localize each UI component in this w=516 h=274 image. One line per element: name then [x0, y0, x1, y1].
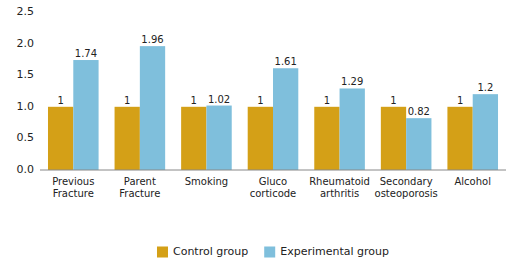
chart: 0.0 0.5 1.0 1.5 2.0 2.5 1 1 1 1 1 1 1 1.74 1.96 1.02 1.6…: [0, 0, 516, 274]
x-tick-label-line: Smoking: [185, 176, 228, 187]
x-tick-label: Secondaryosteoporosis: [375, 176, 438, 199]
x-tick-label-line: Previous: [52, 176, 94, 187]
x-tick-label-line: corticode: [250, 188, 297, 199]
bar: [248, 107, 273, 170]
bar: [381, 107, 406, 170]
x-tick-label-line: Alcohol: [454, 176, 490, 187]
data-label: 1.29: [341, 76, 363, 87]
bar: [206, 106, 231, 170]
bar: [48, 107, 73, 170]
bar: [115, 107, 140, 170]
x-tick-label: Glucocorticode: [250, 176, 297, 199]
y-axis: 0.0 0.5 1.0 1.5 2.0 2.5: [17, 5, 35, 176]
data-label: 1: [390, 95, 396, 106]
bar: [314, 107, 339, 170]
bars: [48, 46, 498, 170]
data-label: 1: [124, 95, 130, 106]
x-tick-label-line: arthritis: [320, 188, 359, 199]
data-label: 1.74: [75, 48, 97, 59]
legend-label: Control group: [173, 245, 248, 258]
legend-item: Experimental group: [264, 245, 389, 258]
x-tick-label: Smoking: [185, 176, 228, 187]
data-label: 1: [324, 95, 330, 106]
bar: [140, 46, 165, 170]
data-labels: 1 1 1 1 1 1 1 1.74 1.96 1.02 1.61 1.29 0.82 1.2: [57, 34, 493, 117]
x-tick-label: ParentFracture: [119, 176, 160, 199]
bar: [181, 107, 206, 170]
x-axis: PreviousFractureParentFractureSmokingGlu…: [40, 170, 506, 199]
bar: [406, 118, 431, 170]
y-tick-label: 2.5: [17, 5, 35, 18]
chart-container: 0.0 0.5 1.0 1.5 2.0 2.5 1 1 1 1 1 1 1 1.74 1.96 1.02 1.6…: [0, 0, 516, 274]
legend-swatch: [157, 247, 168, 258]
legend-label: Experimental group: [280, 245, 389, 258]
x-tick-label-line: Rheumatoid: [309, 176, 370, 187]
x-tick-label: Alcohol: [454, 176, 490, 187]
x-axis-line: [40, 170, 506, 171]
data-label: 0.82: [408, 106, 430, 117]
data-label: 1: [457, 95, 463, 106]
x-tick-label-line: Parent: [124, 176, 156, 187]
bar: [340, 88, 365, 170]
y-tick-label: 1.5: [17, 68, 35, 81]
bar: [447, 107, 472, 170]
y-tick-label: 0.5: [17, 131, 35, 144]
x-tick-label-line: Gluco: [259, 176, 287, 187]
legend: Control group Experimental group: [157, 245, 389, 258]
legend-item: Control group: [157, 245, 248, 258]
data-label: 1.2: [477, 82, 493, 93]
data-label: 1: [57, 95, 63, 106]
legend-swatch: [264, 247, 275, 258]
data-label: 1.96: [141, 34, 163, 45]
x-tick-label-line: Secondary: [380, 176, 433, 187]
bar: [473, 94, 498, 170]
data-label: 1.61: [275, 56, 297, 67]
x-tick-label-line: Fracture: [119, 188, 160, 199]
x-tick-label: Rheumatoidarthritis: [309, 176, 370, 199]
y-tick-label: 1.0: [17, 100, 35, 113]
bar: [73, 60, 98, 170]
data-label: 1: [191, 95, 197, 106]
bar: [273, 68, 298, 170]
y-tick-label: 0.0: [17, 163, 35, 176]
data-label: 1: [257, 95, 263, 106]
data-label: 1.02: [208, 94, 230, 105]
x-tick-label-line: Fracture: [53, 188, 94, 199]
x-tick-label-line: osteoporosis: [375, 188, 438, 199]
x-tick-label: PreviousFracture: [52, 176, 94, 199]
y-tick-label: 2.0: [17, 37, 35, 50]
